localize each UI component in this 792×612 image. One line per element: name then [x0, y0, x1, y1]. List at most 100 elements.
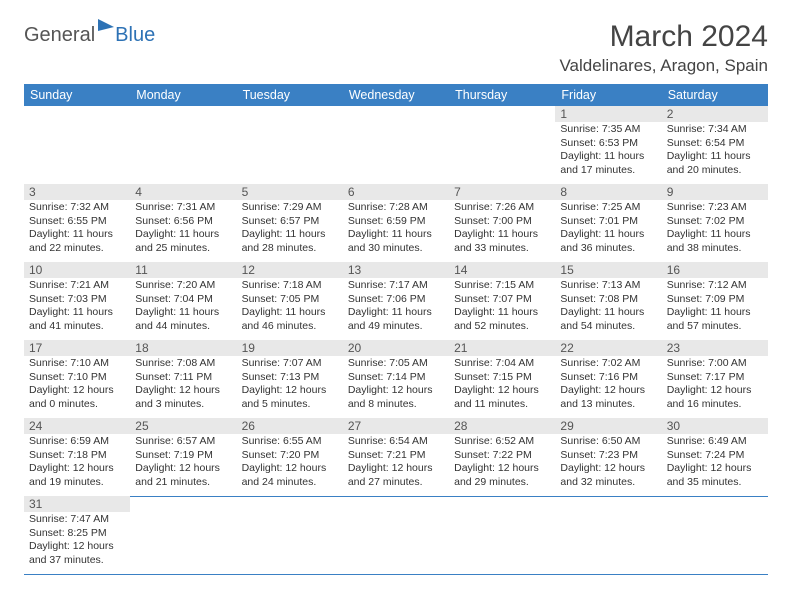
calendar-cell: [130, 106, 236, 184]
day-line-sr: Sunrise: 7:15 AM: [454, 279, 550, 293]
empty-day: [24, 106, 130, 185]
day-details: Sunrise: 7:32 AMSunset: 6:55 PMDaylight:…: [24, 200, 130, 258]
calendar-body: 1Sunrise: 7:35 AMSunset: 6:53 PMDaylight…: [24, 106, 768, 574]
day-cell: 12Sunrise: 7:18 AMSunset: 7:05 PMDayligh…: [237, 262, 343, 341]
day-line-sr: Sunrise: 7:04 AM: [454, 357, 550, 371]
day-line-ss: Sunset: 7:21 PM: [348, 449, 444, 463]
calendar-cell: 27Sunrise: 6:54 AMSunset: 7:21 PMDayligh…: [343, 418, 449, 496]
calendar-cell: [343, 496, 449, 574]
day-line-sr: Sunrise: 6:54 AM: [348, 435, 444, 449]
day-line-sr: Sunrise: 7:00 AM: [667, 357, 763, 371]
day-line-ss: Sunset: 7:17 PM: [667, 371, 763, 385]
day-line-d2: and 37 minutes.: [29, 554, 125, 568]
day-number: 17: [24, 340, 130, 356]
day-details: Sunrise: 7:35 AMSunset: 6:53 PMDaylight:…: [555, 122, 661, 180]
day-cell: 4Sunrise: 7:31 AMSunset: 6:56 PMDaylight…: [130, 184, 236, 263]
day-line-d2: and 22 minutes.: [29, 242, 125, 256]
day-line-ss: Sunset: 7:19 PM: [135, 449, 231, 463]
day-number: 29: [555, 418, 661, 434]
day-number: 4: [130, 184, 236, 200]
day-line-d1: Daylight: 11 hours: [135, 228, 231, 242]
calendar-cell: 16Sunrise: 7:12 AMSunset: 7:09 PMDayligh…: [662, 262, 768, 340]
day-line-d2: and 44 minutes.: [135, 320, 231, 334]
calendar-cell: 21Sunrise: 7:04 AMSunset: 7:15 PMDayligh…: [449, 340, 555, 418]
day-line-d1: Daylight: 12 hours: [29, 540, 125, 554]
day-line-d2: and 33 minutes.: [454, 242, 550, 256]
day-line-ss: Sunset: 7:14 PM: [348, 371, 444, 385]
day-line-d2: and 21 minutes.: [135, 476, 231, 490]
day-number: 8: [555, 184, 661, 200]
day-cell: 28Sunrise: 6:52 AMSunset: 7:22 PMDayligh…: [449, 418, 555, 497]
day-number: 2: [662, 106, 768, 122]
calendar-cell: [449, 106, 555, 184]
day-details: Sunrise: 7:17 AMSunset: 7:06 PMDaylight:…: [343, 278, 449, 336]
day-line-sr: Sunrise: 7:47 AM: [29, 513, 125, 527]
calendar-cell: 25Sunrise: 6:57 AMSunset: 7:19 PMDayligh…: [130, 418, 236, 496]
day-cell: 2Sunrise: 7:34 AMSunset: 6:54 PMDaylight…: [662, 106, 768, 185]
day-details: Sunrise: 7:08 AMSunset: 7:11 PMDaylight:…: [130, 356, 236, 414]
day-line-d2: and 29 minutes.: [454, 476, 550, 490]
day-line-d1: Daylight: 12 hours: [348, 384, 444, 398]
day-line-ss: Sunset: 7:23 PM: [560, 449, 656, 463]
day-line-d2: and 41 minutes.: [29, 320, 125, 334]
empty-day: [237, 106, 343, 185]
calendar-cell: [24, 106, 130, 184]
calendar-cell: 12Sunrise: 7:18 AMSunset: 7:05 PMDayligh…: [237, 262, 343, 340]
day-line-ss: Sunset: 7:03 PM: [29, 293, 125, 307]
day-line-d1: Daylight: 11 hours: [348, 306, 444, 320]
day-details: Sunrise: 7:10 AMSunset: 7:10 PMDaylight:…: [24, 356, 130, 414]
day-details: Sunrise: 7:02 AMSunset: 7:16 PMDaylight:…: [555, 356, 661, 414]
day-details: Sunrise: 7:21 AMSunset: 7:03 PMDaylight:…: [24, 278, 130, 336]
calendar-cell: 22Sunrise: 7:02 AMSunset: 7:16 PMDayligh…: [555, 340, 661, 418]
day-line-sr: Sunrise: 6:50 AM: [560, 435, 656, 449]
day-line-sr: Sunrise: 7:20 AM: [135, 279, 231, 293]
day-number: 30: [662, 418, 768, 434]
day-line-sr: Sunrise: 7:28 AM: [348, 201, 444, 215]
day-number: 27: [343, 418, 449, 434]
day-cell: 26Sunrise: 6:55 AMSunset: 7:20 PMDayligh…: [237, 418, 343, 497]
calendar-page: General Blue March 2024 Valdelinares, Ar…: [0, 0, 792, 594]
day-line-d1: Daylight: 11 hours: [454, 306, 550, 320]
day-line-sr: Sunrise: 7:31 AM: [135, 201, 231, 215]
day-line-d2: and 35 minutes.: [667, 476, 763, 490]
day-number: 25: [130, 418, 236, 434]
day-details: Sunrise: 7:04 AMSunset: 7:15 PMDaylight:…: [449, 356, 555, 414]
calendar-cell: [130, 496, 236, 574]
calendar-row: 3Sunrise: 7:32 AMSunset: 6:55 PMDaylight…: [24, 184, 768, 262]
day-number: 24: [24, 418, 130, 434]
calendar-cell: 30Sunrise: 6:49 AMSunset: 7:24 PMDayligh…: [662, 418, 768, 496]
day-details: Sunrise: 7:18 AMSunset: 7:05 PMDaylight:…: [237, 278, 343, 336]
day-cell: 31Sunrise: 7:47 AMSunset: 8:25 PMDayligh…: [24, 496, 130, 575]
day-cell: 10Sunrise: 7:21 AMSunset: 7:03 PMDayligh…: [24, 262, 130, 341]
day-line-d1: Daylight: 12 hours: [667, 462, 763, 476]
day-number: 16: [662, 262, 768, 278]
day-line-d2: and 38 minutes.: [667, 242, 763, 256]
day-cell: 16Sunrise: 7:12 AMSunset: 7:09 PMDayligh…: [662, 262, 768, 341]
day-line-d2: and 16 minutes.: [667, 398, 763, 412]
empty-day: [662, 496, 768, 575]
day-line-sr: Sunrise: 6:59 AM: [29, 435, 125, 449]
day-line-ss: Sunset: 7:00 PM: [454, 215, 550, 229]
calendar-cell: 19Sunrise: 7:07 AMSunset: 7:13 PMDayligh…: [237, 340, 343, 418]
day-line-ss: Sunset: 8:25 PM: [29, 527, 125, 541]
empty-day: [449, 106, 555, 185]
day-line-d1: Daylight: 11 hours: [667, 228, 763, 242]
day-cell: 3Sunrise: 7:32 AMSunset: 6:55 PMDaylight…: [24, 184, 130, 263]
day-number: 26: [237, 418, 343, 434]
day-line-d1: Daylight: 12 hours: [560, 462, 656, 476]
calendar-cell: 6Sunrise: 7:28 AMSunset: 6:59 PMDaylight…: [343, 184, 449, 262]
calendar-cell: 7Sunrise: 7:26 AMSunset: 7:00 PMDaylight…: [449, 184, 555, 262]
day-cell: 11Sunrise: 7:20 AMSunset: 7:04 PMDayligh…: [130, 262, 236, 341]
day-number: 22: [555, 340, 661, 356]
day-cell: 21Sunrise: 7:04 AMSunset: 7:15 PMDayligh…: [449, 340, 555, 419]
day-number: 15: [555, 262, 661, 278]
day-line-sr: Sunrise: 6:57 AM: [135, 435, 231, 449]
empty-day: [130, 106, 236, 185]
day-line-ss: Sunset: 7:04 PM: [135, 293, 231, 307]
day-line-d2: and 17 minutes.: [560, 164, 656, 178]
calendar-cell: 14Sunrise: 7:15 AMSunset: 7:07 PMDayligh…: [449, 262, 555, 340]
day-details: Sunrise: 7:15 AMSunset: 7:07 PMDaylight:…: [449, 278, 555, 336]
day-line-sr: Sunrise: 7:34 AM: [667, 123, 763, 137]
day-cell: 1Sunrise: 7:35 AMSunset: 6:53 PMDaylight…: [555, 106, 661, 185]
day-details: Sunrise: 6:59 AMSunset: 7:18 PMDaylight:…: [24, 434, 130, 492]
